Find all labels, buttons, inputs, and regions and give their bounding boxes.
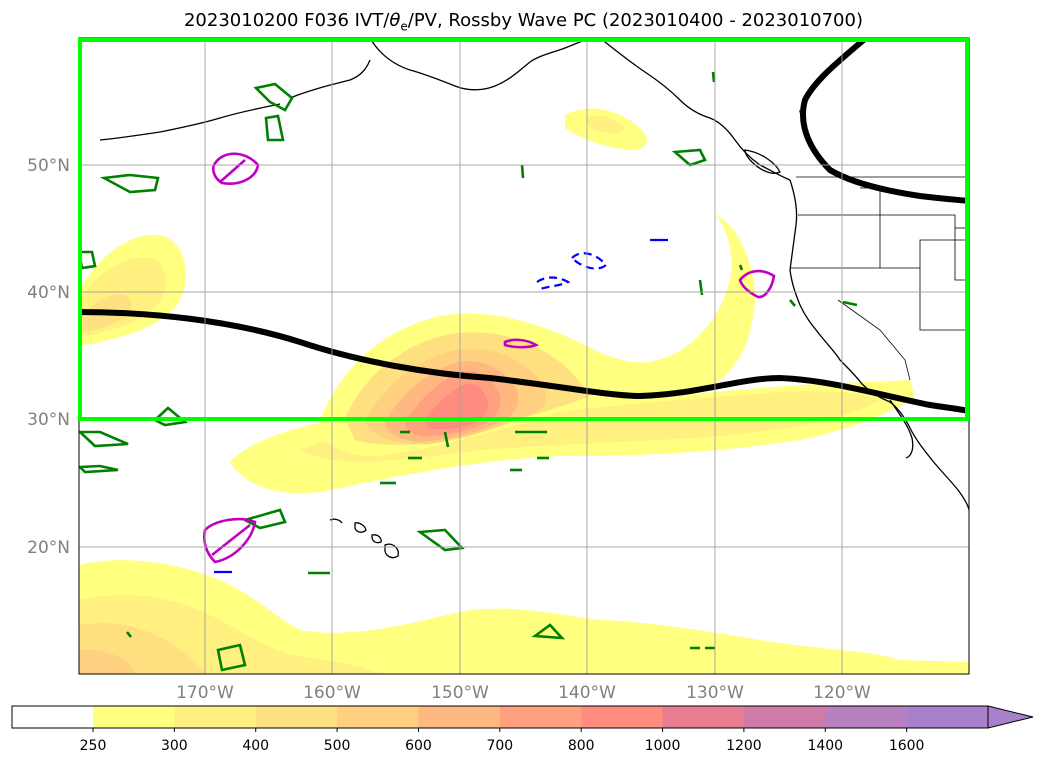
ivt-shading — [79, 108, 969, 674]
pv-contours-blue — [214, 238, 668, 574]
lon-label-170w: 170°W — [176, 683, 234, 703]
lon-label-120w: 120°W — [813, 683, 871, 703]
map-title: 2023010200 F036 IVT/θe/PV, Rossby Wave P… — [183, 10, 863, 34]
lat-label-40: 40°N — [27, 283, 70, 303]
lat-label-30: 30°N — [27, 410, 70, 430]
longitude-labels: 170°W 160°W 150°W 140°W 130°W 120°W — [176, 683, 871, 703]
lon-label-150w: 150°W — [431, 683, 489, 703]
coastlines — [99, 38, 969, 559]
analysis-box — [78, 38, 969, 421]
lon-label-130w: 130°W — [686, 683, 744, 703]
lon-label-140w: 140°W — [558, 683, 616, 703]
lon-label-160w: 160°W — [303, 683, 361, 703]
state-borders — [790, 176, 969, 381]
rossby-wave-lines — [79, 38, 969, 414]
lat-label-20: 20°N — [27, 538, 70, 558]
latitude-labels: 50°N 40°N 30°N 20°N — [27, 156, 70, 558]
lat-label-50: 50°N — [27, 156, 70, 176]
